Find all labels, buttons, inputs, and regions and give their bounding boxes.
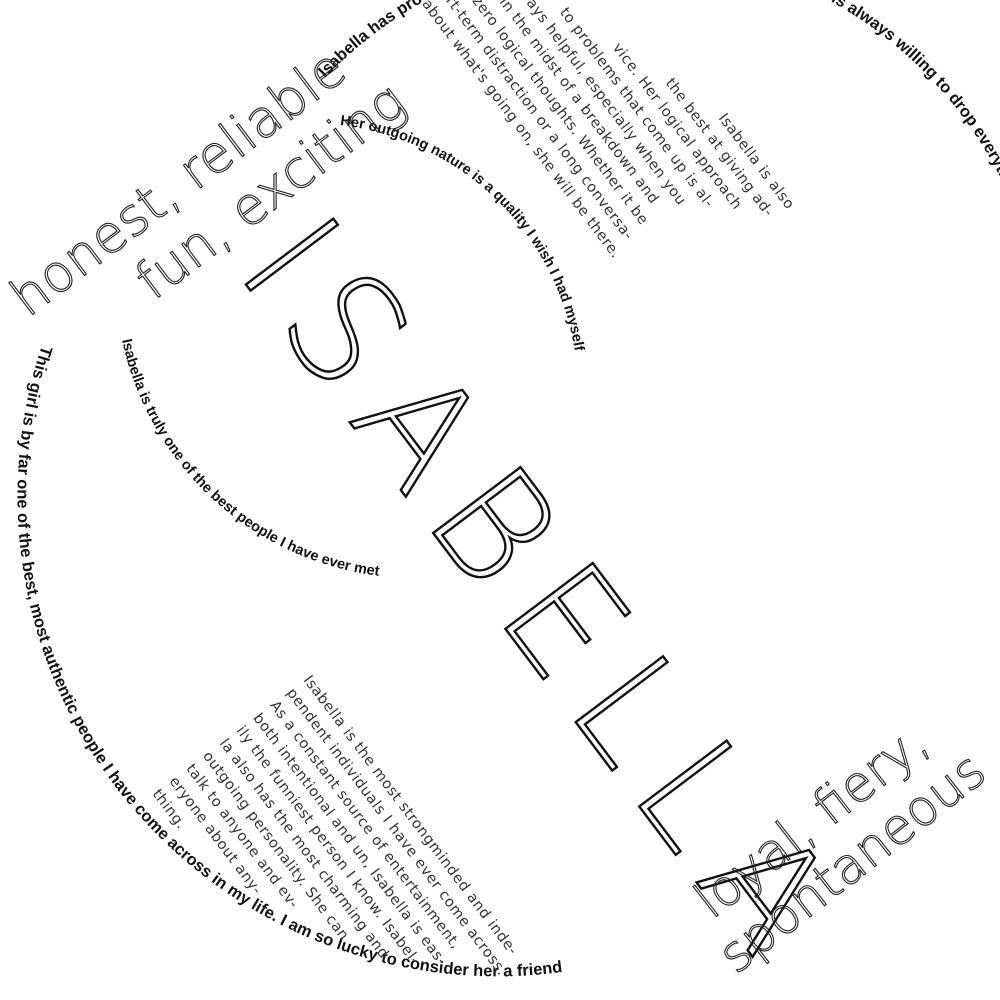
poster-canvas: Isabella has proven to be incredibly rel…	[0, 0, 1000, 1000]
